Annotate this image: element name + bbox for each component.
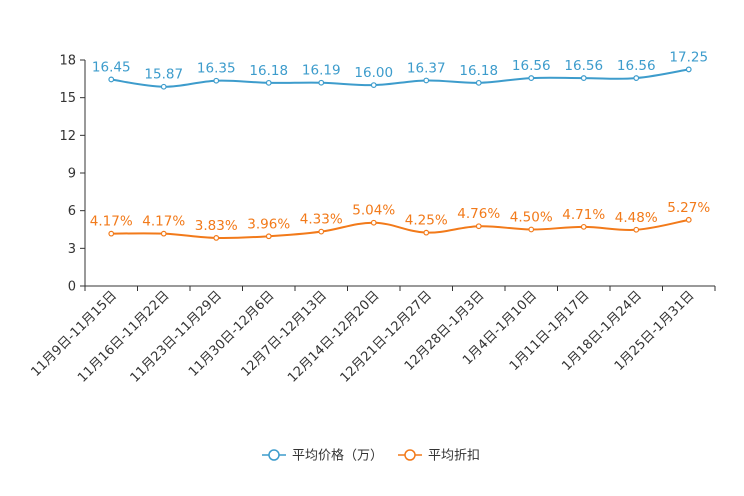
data-point xyxy=(160,83,167,90)
x-tick-label: 11月23日-11月29日 xyxy=(128,288,225,385)
data-label: 4.33% xyxy=(300,212,343,228)
data-point xyxy=(633,226,640,233)
data-label: 16.35 xyxy=(197,61,236,77)
legend-marker-icon xyxy=(268,449,280,461)
data-point xyxy=(213,235,220,241)
data-label: 4.17% xyxy=(90,214,133,230)
legend-marker-icon xyxy=(404,449,416,461)
data-label: 17.25 xyxy=(669,49,708,65)
x-tick-label: 12月14日-12月20日 xyxy=(285,288,382,385)
data-label: 15.87 xyxy=(144,67,183,83)
data-label: 16.56 xyxy=(512,58,551,74)
y-tick-label: 18 xyxy=(59,54,76,69)
data-label: 16.19 xyxy=(302,63,341,79)
data-label: 4.50% xyxy=(510,210,553,226)
data-point xyxy=(108,76,115,83)
data-point xyxy=(108,230,115,237)
data-point xyxy=(265,79,272,86)
data-label: 4.25% xyxy=(405,213,448,229)
y-tick-label: 3 xyxy=(68,242,76,257)
y-tick-label: 0 xyxy=(68,280,76,295)
data-point xyxy=(528,75,535,81)
y-tick-label: 12 xyxy=(59,129,76,144)
y-tick-label: 9 xyxy=(68,167,76,182)
data-label: 5.27% xyxy=(667,200,710,216)
data-label: 4.17% xyxy=(142,214,185,230)
data-label: 4.48% xyxy=(615,210,658,226)
data-point xyxy=(685,66,692,73)
data-label: 16.56 xyxy=(617,58,656,74)
series-line xyxy=(111,68,689,88)
data-label: 4.76% xyxy=(457,206,500,222)
data-point xyxy=(423,229,430,236)
data-point xyxy=(528,226,535,233)
data-point xyxy=(265,233,272,240)
data-label: 16.18 xyxy=(249,63,288,79)
data-point xyxy=(318,228,325,235)
data-label: 5.04% xyxy=(352,203,395,219)
y-tick-label: 15 xyxy=(59,91,76,106)
data-point xyxy=(213,77,220,84)
series-average-price: 16.45 15.87 16.35 16.18 16.19 16.00 16.37 16.18… xyxy=(92,49,708,90)
data-label: 3.83% xyxy=(195,218,238,234)
data-point xyxy=(475,223,482,230)
data-label: 4.71% xyxy=(562,207,605,223)
data-point xyxy=(580,223,587,230)
data-point xyxy=(318,79,325,86)
data-point xyxy=(475,79,482,86)
data-point xyxy=(580,75,587,81)
data-point xyxy=(633,75,640,81)
data-point xyxy=(423,77,430,84)
series-line xyxy=(111,218,689,240)
data-label: 16.56 xyxy=(564,58,603,74)
data-label: 3.96% xyxy=(247,216,290,232)
series-average-discount: 4.17% 4.17% 3.83% 3.96% 4.33% 5.04% 4.25% 4.76%… xyxy=(90,200,710,241)
legend: 平均价格（万） 平均折扣 xyxy=(262,448,480,464)
x-tick-label: 11月9日-11月15日 xyxy=(28,288,120,380)
legend-item-average-price: 平均价格（万） xyxy=(262,448,383,464)
series-layer: 16.45 15.87 16.35 16.18 16.19 16.00 16.37 16.18… xyxy=(90,49,710,241)
y-tick-label: 6 xyxy=(68,204,76,219)
legend-label: 平均价格（万） xyxy=(292,448,383,464)
data-label: 16.18 xyxy=(459,63,498,79)
legend-item-average-discount: 平均折扣 xyxy=(398,449,480,464)
data-point xyxy=(370,219,377,226)
x-tick-label: 11月16日-11月22日 xyxy=(75,288,172,385)
data-point xyxy=(685,216,692,223)
data-point xyxy=(370,82,377,89)
data-label: 16.37 xyxy=(407,60,446,76)
data-label: 16.00 xyxy=(354,65,393,81)
data-label: 16.45 xyxy=(92,59,131,75)
data-point xyxy=(160,230,167,237)
legend-label: 平均折扣 xyxy=(428,449,480,464)
x-tick-label: 12月21日-12月27日 xyxy=(338,288,435,385)
